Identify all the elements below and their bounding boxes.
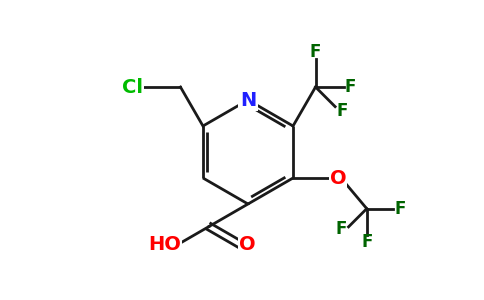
Text: O: O bbox=[239, 235, 256, 254]
Text: N: N bbox=[240, 91, 256, 110]
Text: HO: HO bbox=[148, 235, 181, 254]
Text: F: F bbox=[336, 102, 348, 120]
Text: F: F bbox=[345, 78, 356, 96]
Text: F: F bbox=[361, 232, 372, 250]
Text: F: F bbox=[310, 43, 321, 61]
Text: F: F bbox=[394, 200, 406, 217]
Text: F: F bbox=[336, 220, 347, 238]
Text: Cl: Cl bbox=[122, 77, 143, 97]
Text: O: O bbox=[330, 169, 347, 188]
